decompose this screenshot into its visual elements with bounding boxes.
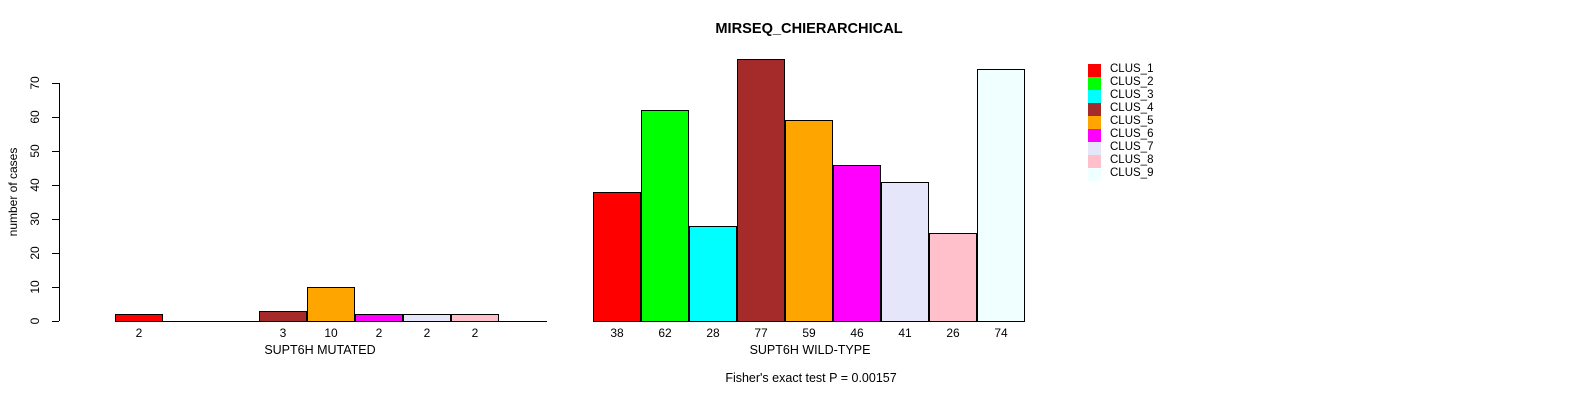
bar-clus_1: [115, 314, 163, 322]
bar-value-label: 10: [324, 326, 338, 340]
chart-title: MIRSEQ_CHIERARCHICAL: [715, 21, 903, 37]
bar-clus_6: [355, 314, 403, 322]
legend-swatch-clus_1: [1088, 64, 1101, 77]
bar-value-label: 2: [135, 326, 143, 340]
y-tick: [52, 219, 59, 220]
y-tick-label: 0: [28, 317, 42, 325]
bar-clus_6: [833, 165, 881, 322]
bar-value-label: 41: [898, 326, 912, 340]
bar-clus_7: [881, 182, 929, 322]
bar-value-label: 74: [994, 326, 1008, 340]
legend-label: CLUS_3: [1110, 89, 1154, 101]
x-axis-title: SUPT6H WILD-TYPE: [749, 343, 871, 357]
legend-swatch-clus_2: [1088, 77, 1101, 90]
legend-label: CLUS_8: [1110, 154, 1154, 166]
bar-value-label: 3: [279, 326, 287, 340]
y-tick-label: 20: [28, 246, 42, 260]
bar-clus_4: [259, 311, 307, 322]
y-tick-label: 10: [28, 280, 42, 294]
bar-clus_5: [307, 287, 355, 322]
y-tick-label: 40: [28, 178, 42, 192]
bar-value-label: 77: [754, 326, 768, 340]
y-tick: [52, 253, 59, 254]
legend-label: CLUS_4: [1110, 102, 1154, 114]
y-tick: [52, 287, 59, 288]
bar-value-label: 28: [706, 326, 720, 340]
y-tick-label: 70: [28, 76, 42, 90]
y-tick: [52, 83, 59, 84]
legend-swatch-clus_9: [1088, 168, 1101, 181]
bar-value-label: 62: [658, 326, 672, 340]
y-tick: [52, 321, 59, 322]
legend-swatch-clus_3: [1088, 90, 1101, 103]
y-tick: [52, 185, 59, 186]
bar-value-label: 2: [471, 326, 479, 340]
bar-clus_4: [737, 59, 785, 322]
legend-label: CLUS_5: [1110, 115, 1154, 127]
y-tick: [52, 151, 59, 152]
bar-clus_5: [785, 120, 833, 322]
legend-label: CLUS_9: [1110, 167, 1154, 179]
bar-value-label: 2: [423, 326, 431, 340]
bar-clus_2: [641, 110, 689, 322]
legend-label: CLUS_6: [1110, 128, 1154, 140]
legend-swatch-clus_6: [1088, 129, 1101, 142]
bar-clus_8: [929, 233, 977, 322]
bar-value-label: 38: [610, 326, 624, 340]
y-tick-label: 50: [28, 144, 42, 158]
legend-label: CLUS_7: [1110, 141, 1154, 153]
bar-value-label: 59: [802, 326, 816, 340]
x-axis-title: SUPT6H MUTATED: [264, 343, 376, 357]
bar-value-label: 46: [850, 326, 864, 340]
y-tick: [52, 117, 59, 118]
legend-swatch-clus_7: [1088, 142, 1101, 155]
y-axis-title: number of cases: [6, 147, 20, 237]
y-tick-label: 30: [28, 212, 42, 226]
bar-clus_3: [689, 226, 737, 322]
bar-clus_8: [451, 314, 499, 322]
y-axis-line: [59, 83, 60, 321]
bar-clus_9: [977, 69, 1025, 322]
bar-clus_1: [593, 192, 641, 322]
fisher-test-annotation: Fisher's exact test P = 0.00157: [725, 371, 897, 385]
legend-label: CLUS_1: [1110, 63, 1154, 75]
y-tick-label: 60: [28, 110, 42, 124]
legend-swatch-clus_5: [1088, 116, 1101, 129]
legend-swatch-clus_4: [1088, 103, 1101, 116]
bar-value-label: 2: [375, 326, 383, 340]
bar-clus_7: [403, 314, 451, 322]
legend-label: CLUS_2: [1110, 76, 1154, 88]
legend-swatch-clus_8: [1088, 155, 1101, 168]
bar-value-label: 26: [946, 326, 960, 340]
